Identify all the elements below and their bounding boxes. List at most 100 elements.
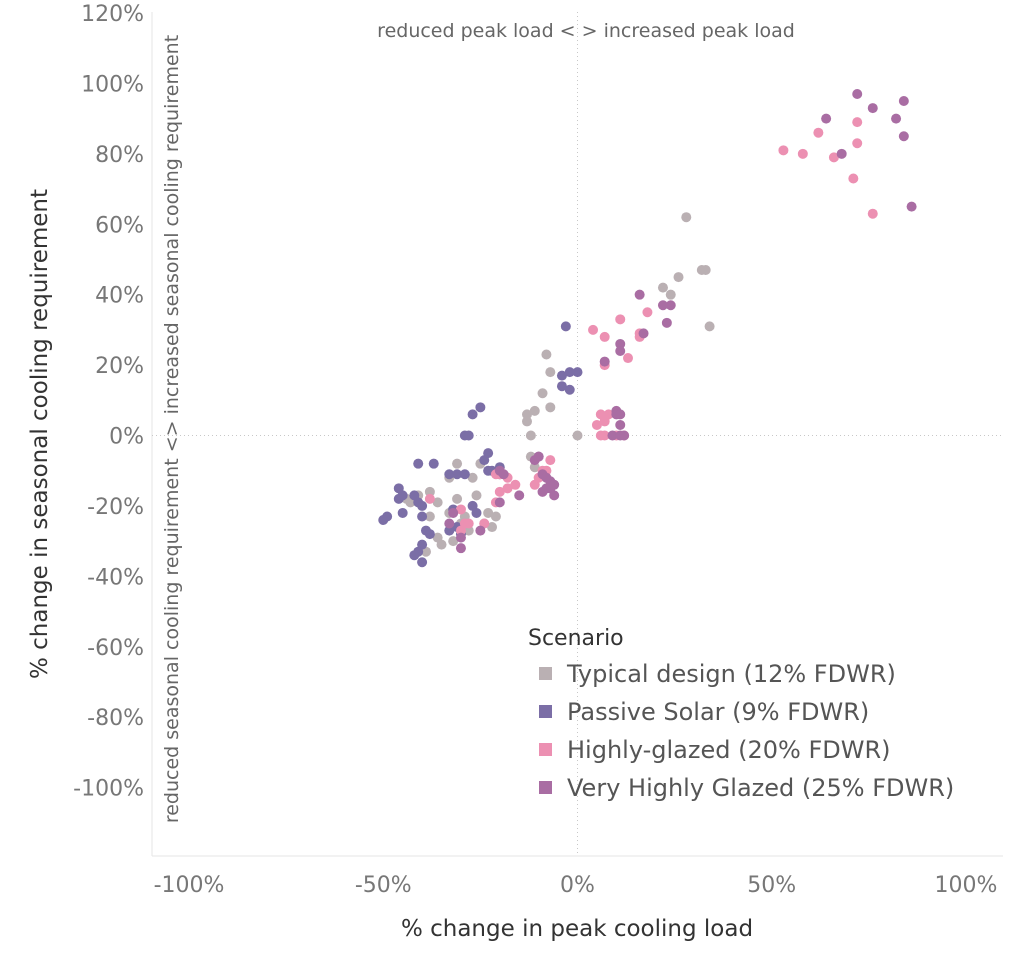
data-point-series-3 [828,152,839,163]
data-point-series-2 [413,458,424,469]
data-point-series-1 [704,321,715,332]
data-point-series-3 [778,145,789,156]
data-point-series-4 [607,430,618,441]
x-axis-title: % change in peak cooling load [401,916,753,942]
data-point-series-4 [634,289,645,300]
data-point-series-1 [572,430,583,441]
data-point-series-4 [455,532,466,543]
data-point-series-1 [487,522,498,533]
data-point-series-2 [564,367,575,378]
data-point-series-4 [475,525,486,536]
data-point-series-4 [619,430,630,441]
legend-label: Very Highly Glazed (25% FDWR) [567,774,954,802]
data-point-series-1 [545,367,556,378]
data-point-series-4 [455,543,466,554]
data-point-series-2 [428,458,439,469]
data-point-series-4 [661,317,672,328]
data-point-series-1 [700,265,711,276]
data-point-series-3 [615,314,626,325]
data-point-series-4 [836,148,847,159]
data-point-series-3 [459,518,470,529]
data-point-series-1 [665,289,676,300]
data-point-series-1 [471,490,482,501]
data-point-series-2 [378,515,389,525]
data-point-series-2 [393,483,404,494]
data-point-series-2 [417,511,428,522]
data-point-series-4 [867,103,878,114]
data-point-series-4 [514,490,525,501]
x-tick-label: 0% [560,873,595,898]
data-point-series-3 [424,493,435,504]
data-point-series-1 [432,532,443,543]
data-point-series-3 [642,307,653,318]
data-point-series-4 [599,356,610,367]
data-point-series-4 [498,469,509,480]
y-tick-label: 60% [95,213,144,238]
data-point-series-4 [494,497,505,508]
legend-swatch [539,781,552,794]
data-point-series-2 [483,465,494,476]
data-point-series-3 [813,127,824,138]
y-tick-label: 100% [81,72,144,97]
data-point-series-1 [525,430,536,441]
data-point-series-2 [417,557,428,568]
data-point-series-4 [615,419,626,430]
y-tick-label: -80% [87,706,144,731]
legend-title: Scenario [528,626,624,651]
data-point-series-4 [533,451,544,462]
data-point-series-4 [638,328,649,339]
data-point-series-4 [448,507,459,518]
data-point-series-1 [529,405,540,416]
data-point-series-2 [483,448,494,459]
data-point-series-2 [397,507,408,518]
data-point-series-3 [455,504,466,515]
data-point-series-1 [521,416,532,427]
data-point-series-2 [409,550,420,561]
y-axis-ticks: 120% 100% 80% 60% 40% 20% 0% -20% -40% -60% -80% -1… [73,2,144,802]
data-point-series-1 [490,511,501,522]
legend-swatch [539,667,552,680]
data-point-series-4 [657,300,668,311]
data-point-series-4 [541,472,552,483]
y-tick-label: 0% [109,425,144,450]
zero-lines [152,12,1003,856]
data-point-series-1 [452,458,463,469]
data-point-series-2 [556,370,567,381]
quadrant-label-vertical: reduced seasonal cooling requirement <> … [161,35,183,823]
data-point-series-2 [463,430,474,441]
legend-label: Passive Solar (9% FDWR) [567,698,869,726]
data-point-series-4 [444,518,455,529]
legend-label: Highly-glazed (20% FDWR) [567,736,891,764]
data-point-series-2 [444,469,455,480]
y-tick-label: 20% [95,354,144,379]
data-point-series-1 [432,497,443,508]
data-point-series-3 [603,409,614,420]
data-point-series-2 [556,381,567,392]
data-point-series-3 [510,479,521,490]
data-point-series-2 [572,367,583,378]
data-point-series-1 [681,212,692,223]
legend-items: Typical design (12% FDWR) Passive Solar (… [539,660,954,802]
x-tick-label: -100% [154,873,225,898]
data-point-series-3 [599,430,610,441]
plot-frame [151,12,1003,857]
y-tick-label: 120% [81,2,144,27]
data-point-series-4 [549,479,560,490]
data-point-series-3 [867,208,878,219]
data-point-series-1 [545,402,556,413]
data-point-series-3 [591,419,602,430]
y-axis-title: % change in seasonal cooling requirement [27,189,53,679]
data-point-series-1 [424,511,435,522]
data-point-series-4 [891,113,902,124]
y-tick-label: -20% [87,495,144,520]
data-point-series-3 [502,483,513,494]
data-point-series-2 [564,384,575,395]
data-point-series-1 [541,349,552,360]
data-point-series-4 [898,131,909,142]
data-point-series-1 [424,486,435,497]
legend: Scenario Typical design (12% FDWR) Passiv… [528,626,954,802]
data-point-series-4 [821,113,832,124]
y-tick-label: -100% [73,777,144,802]
data-point-series-2 [560,321,571,332]
quadrant-label-horizontal: reduced peak load < > increased peak loa… [377,20,795,42]
